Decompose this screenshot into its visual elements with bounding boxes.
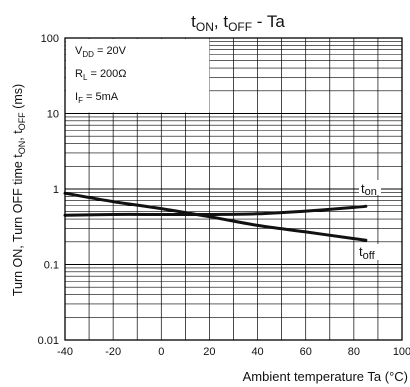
condition-if: IF = 5mA	[75, 91, 119, 105]
x-tick-label: 100	[393, 346, 410, 358]
x-tick-label: 20	[203, 346, 215, 358]
y-tick-label: 0.1	[44, 260, 59, 272]
ton-label-group: ton	[359, 180, 381, 198]
series-line-toff	[63, 191, 368, 242]
x-tick-label: 60	[300, 346, 312, 358]
axis-ticks: -40 -20 0 20 40 60 80 100 0.01 0.1 1 10 100	[38, 33, 410, 358]
x-tick-label: 0	[158, 346, 164, 358]
plot-frame	[64, 37, 403, 341]
condition-vdd: VDD = 20V	[75, 45, 127, 59]
y-tick-label: 0.01	[38, 335, 59, 347]
chart-title: tON, tOFF - Ta	[191, 12, 285, 34]
series-lines	[63, 191, 368, 242]
x-tick-label: -20	[105, 346, 121, 358]
series-label-ton: ton	[361, 181, 377, 198]
x-axis-label: Ambient temperature Ta (°C)	[243, 369, 408, 384]
condition-rl: RL = 200Ω	[75, 68, 127, 82]
conditions-box: VDD = 20V RL = 200Ω IF = 5mA	[66, 39, 210, 113]
y-tick-label: 1	[53, 184, 59, 196]
y-axis-label: Turn ON, Turn OFF time tON, tOFF (ms)	[11, 84, 27, 296]
y-tick-label: 100	[41, 33, 59, 45]
toff-label-group: toff	[357, 244, 381, 262]
series-label-toff: toff	[359, 244, 376, 262]
series-line-ton	[63, 204, 368, 217]
y-tick-label: 10	[47, 109, 59, 121]
x-tick-label: 80	[348, 346, 360, 358]
x-tick-label: -40	[57, 346, 73, 358]
conditions-box-bg	[66, 39, 210, 113]
x-tick-label: 40	[251, 346, 263, 358]
